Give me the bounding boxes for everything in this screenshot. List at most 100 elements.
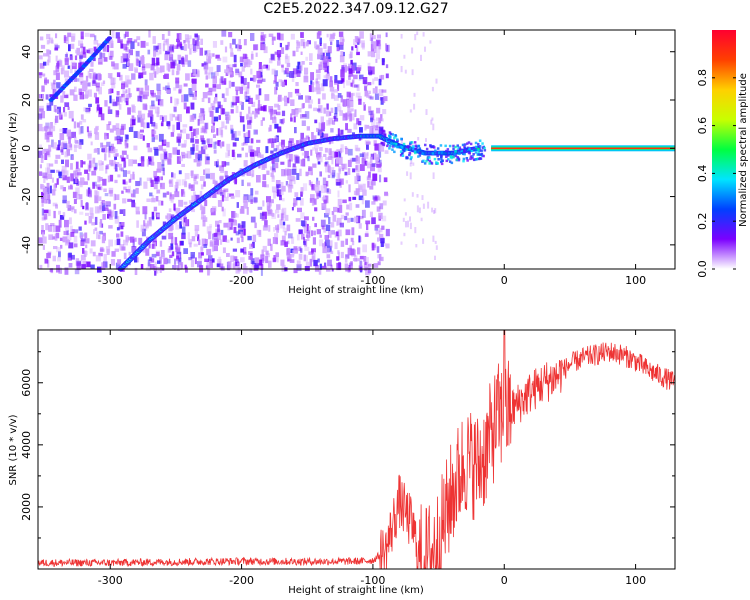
noise-cell [115,127,120,135]
noise-cell [359,260,363,267]
noise-cell [46,194,51,201]
noise-cell [203,217,208,222]
noise-cell [208,66,214,75]
tone-scatter [388,147,391,150]
noise-cell [347,148,353,156]
noise-cell [83,250,87,257]
noise-cell [73,243,78,248]
noise-cell [69,55,74,61]
noise-cell [342,113,348,121]
noise-cell [202,220,206,227]
noise-cell [286,251,291,259]
noise-cell [312,147,316,151]
noise-cell [229,71,234,77]
noise-cell [183,83,188,87]
tone-scatter [428,162,431,165]
noise-cell [209,241,214,247]
noise-cell [103,57,108,62]
noise-cell [68,44,71,52]
noise-cell [258,88,262,96]
noise-cell [331,172,335,179]
noise-cell [261,65,266,69]
snr-x-ticks: -300 -200 -100 0 100 [98,330,646,587]
noise-cell [158,145,163,151]
noise-cell [320,185,326,194]
noise-cell [271,175,275,179]
noise-cell [241,142,245,146]
noise-cell [201,125,206,133]
noise-cell [237,153,242,158]
noise-cell [152,130,157,135]
noise-cell [216,65,221,72]
noise-cell [304,67,309,75]
noise-cell [203,145,208,150]
noise-cell [169,196,173,201]
noise-cell [95,184,100,189]
tone-scatter [479,153,483,156]
noise-cell [139,133,144,139]
noise-cell [320,52,325,61]
noise-cell [237,130,241,136]
noise-cell [226,68,232,75]
noise-cell [427,201,430,209]
noise-cell [208,255,213,261]
noise-cell [193,243,198,247]
noise-cell [171,251,175,257]
noise-cell [70,232,75,237]
noise-cell [275,81,279,87]
noise-cell [241,221,246,228]
noise-cell [286,62,291,68]
noise-cell [206,156,210,161]
noise-cell [235,69,240,76]
noise-cell [357,247,360,255]
noise-cell [362,189,367,196]
noise-cell [199,190,203,198]
noise-cell [327,164,330,173]
noise-cell [264,220,268,228]
noise-cell [192,38,195,46]
noise-cell [44,148,49,153]
noise-cell [96,86,100,92]
noise-cell [275,225,280,231]
noise-cell [94,216,98,225]
noise-cell [144,85,150,91]
noise-cell [263,64,268,69]
noise-cell [284,95,287,103]
noise-cell [338,151,342,158]
tone-scatter [392,143,396,147]
noise-cell [180,129,183,133]
noise-cell [121,246,126,251]
noise-cell [75,161,79,169]
noise-cell [369,156,373,164]
noise-cell [349,100,354,108]
spectrogram-doppler-tone [117,128,487,272]
noise-cell [316,87,321,95]
tone-scatter [397,145,401,149]
noise-cell [375,154,379,162]
noise-cell [183,222,186,227]
noise-cell [241,82,246,91]
noise-cell [109,159,114,165]
noise-cell [183,40,186,44]
noise-cell [54,233,58,241]
noise-cell [241,147,244,151]
noise-cell [235,105,239,114]
noise-cell [337,93,342,98]
noise-cell [317,258,320,263]
noise-cell [316,127,319,132]
noise-cell [315,181,318,187]
noise-cell [275,162,279,169]
noise-cell [70,173,75,182]
noise-cell [79,120,83,125]
noise-cell [238,71,243,78]
y-tick-label: 40 [20,45,33,59]
noise-cell [292,166,297,170]
noise-cell [85,108,91,114]
noise-cell [224,161,230,166]
tone-scatter [477,148,480,152]
noise-cell [314,207,318,212]
noise-cell [127,198,132,202]
noise-cell [368,181,373,185]
noise-cell [275,87,278,91]
noise-cell [143,122,146,129]
